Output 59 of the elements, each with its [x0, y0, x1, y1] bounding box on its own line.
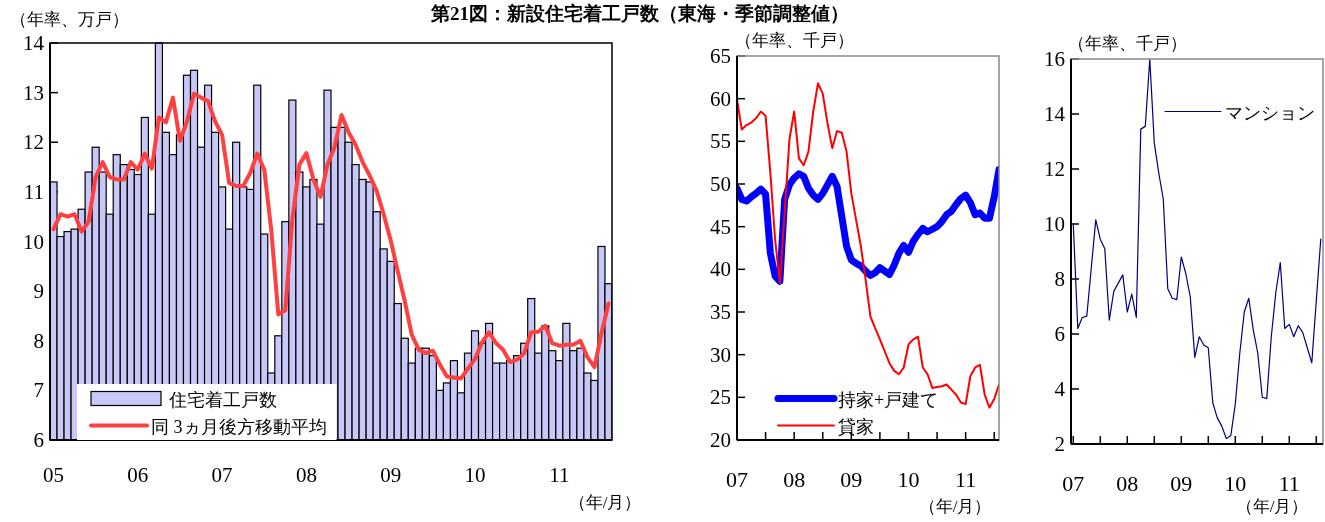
x-tick-label: 10: [1224, 471, 1247, 496]
y-axis-title: （年率、万戸）: [10, 10, 129, 29]
x-tick-label: 07: [211, 463, 233, 487]
y-axis-title: （年率、千戸）: [1068, 34, 1187, 53]
y-tick-label: 7: [33, 378, 44, 403]
x-tick-label: 06: [127, 463, 149, 487]
y-tick-label: 65: [710, 44, 731, 68]
y-tick-label: 12: [23, 130, 44, 155]
y-tick-label: 11: [23, 179, 44, 204]
x-tick-label: 07: [726, 467, 748, 492]
y-tick-label: 6: [33, 428, 44, 452]
legend-label: 持家+戸建て: [838, 389, 939, 410]
y-tick-label: 30: [710, 342, 731, 367]
legend-label: 貸家: [838, 416, 874, 437]
x-axis-title: （年/月）: [568, 493, 642, 512]
y-tick-label: 12: [1044, 157, 1065, 181]
y-tick-label: 4: [1054, 377, 1066, 401]
legend-label: 同 3ヵ月後方移動平均: [151, 416, 327, 437]
x-tick-label: 08: [1116, 471, 1139, 496]
x-tick-label: 07: [1062, 471, 1085, 496]
y-tick-label: 8: [1054, 267, 1065, 291]
x-tick-label: 11: [955, 467, 977, 492]
x-tick-label: 09: [1170, 471, 1193, 496]
legend-label: マンション: [1225, 102, 1315, 123]
y-tick-label: 13: [23, 80, 44, 105]
legend-label: 住宅着工戸数: [168, 389, 277, 410]
x-tick-label: 11: [549, 463, 570, 487]
line-series: [737, 82, 999, 409]
x-tick-label: 09: [380, 463, 402, 487]
x-tick-label: 05: [43, 463, 65, 487]
y-axis-title: （年率、千戸）: [735, 31, 854, 50]
y-tick-label: 60: [710, 86, 731, 111]
x-axis-title: （年/月）: [918, 497, 992, 516]
y-tick-label: 10: [1044, 212, 1065, 236]
y-tick-label: 10: [23, 229, 44, 254]
y-tick-label: 55: [710, 129, 731, 154]
x-tick-label: 10: [897, 467, 920, 492]
x-tick-label: 08: [783, 467, 806, 492]
y-tick-label: 25: [710, 385, 731, 410]
x-tick-label: 08: [295, 463, 317, 487]
y-tick-label: 50: [710, 172, 731, 196]
y-tick-label: 8: [33, 328, 44, 353]
line-series: [1072, 58, 1322, 440]
x-axis-title: （年/月）: [1235, 497, 1309, 516]
y-tick-label: 16: [1044, 47, 1065, 71]
y-tick-label: 2: [1054, 432, 1065, 456]
y-tick-label: 6: [1054, 322, 1065, 346]
x-tick-label: 09: [840, 467, 863, 492]
y-tick-label: 20: [710, 428, 731, 452]
y-tick-label: 35: [710, 300, 731, 324]
y-tick-label: 9: [33, 279, 44, 304]
chart-title: 第21図：新設住宅着工戸数（東海・季節調整値）: [430, 3, 849, 24]
y-tick-label: 14: [23, 31, 45, 55]
line-series: [51, 91, 611, 381]
x-tick-label: 11: [1278, 471, 1300, 496]
y-tick-label: 45: [710, 214, 731, 239]
x-tick-label: 10: [464, 463, 486, 487]
y-tick-label: 14: [1044, 102, 1066, 126]
y-tick-label: 40: [710, 257, 731, 282]
